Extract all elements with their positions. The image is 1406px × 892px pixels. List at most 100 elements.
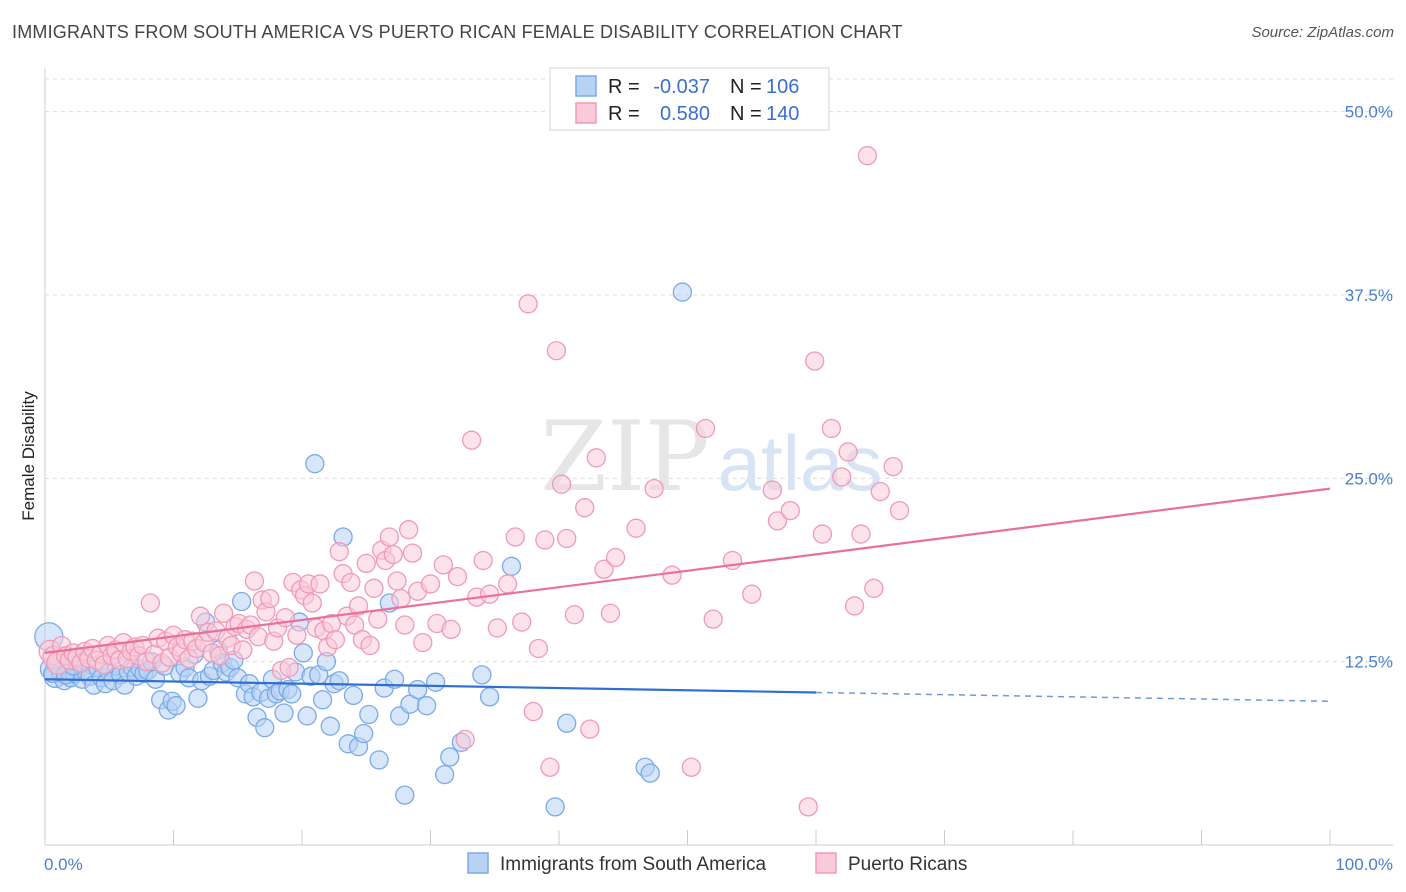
puerto-rican-point-93 <box>399 520 419 540</box>
puerto-rican-point-147 <box>870 481 890 502</box>
puerto-rican-point-26 <box>140 593 161 613</box>
puerto-rican-point-94 <box>402 543 423 563</box>
axes <box>44 68 1393 846</box>
puerto-rican-point-118 <box>557 528 577 549</box>
puerto-rican-point-124 <box>600 603 621 623</box>
south-america-point-81 <box>359 704 379 725</box>
puerto-rican-point-131 <box>703 609 723 629</box>
legend-n-label-2: N = <box>730 103 762 125</box>
puerto-rican-point-97 <box>420 574 441 594</box>
legend-r-label-1: R = <box>608 76 640 98</box>
puerto-rican-point-133 <box>742 584 762 604</box>
bottom-legend-swatch-south-america <box>467 852 489 874</box>
puerto-rican-point-148 <box>883 456 903 477</box>
puerto-rican-point-140 <box>821 418 842 439</box>
puerto-rican-point-114 <box>535 530 555 550</box>
legend-swatch-puerto-rican <box>575 102 597 124</box>
puerto-rican-point-70 <box>310 574 330 594</box>
south-america-trend-extension <box>815 691 1331 703</box>
watermark-atlas: atlas <box>718 419 883 507</box>
puerto-rican-point-111 <box>518 294 538 314</box>
puerto-rican-point-102 <box>455 729 475 750</box>
puerto-rican-point-125 <box>605 547 626 568</box>
y-tick-label-3: 50.0% <box>1345 103 1393 122</box>
south-america-point-56 <box>255 718 275 738</box>
south-america-point-96 <box>479 687 500 707</box>
puerto-rican-point-99 <box>433 555 454 575</box>
bottom-legend-label-south-america: Immigrants from South America <box>500 854 767 875</box>
puerto-rican-point-135 <box>767 511 788 531</box>
puerto-rican-point-107 <box>487 618 507 638</box>
legend-r-value-2: 0.580 <box>660 103 710 125</box>
series-puerto-rican-points <box>38 146 910 817</box>
puerto-rican-point-85 <box>368 609 388 629</box>
south-america-point-93 <box>440 747 460 767</box>
puerto-rican-point-39 <box>190 606 211 626</box>
puerto-rican-point-90 <box>387 571 407 591</box>
puerto-rican-point-144 <box>851 524 871 544</box>
puerto-rican-point-110 <box>512 612 532 632</box>
south-america-point-71 <box>312 690 333 710</box>
puerto-rican-point-80 <box>348 596 369 616</box>
y-tick-label-0: 12.5% <box>1345 653 1393 672</box>
x-tick-label-1: 100.0% <box>1335 855 1393 874</box>
south-america-point-34 <box>166 696 186 716</box>
puerto-rican-point-84 <box>364 578 384 598</box>
puerto-rican-point-92 <box>395 615 415 635</box>
puerto-rican-point-53 <box>244 571 265 591</box>
source-label: Source: ZipAtlas.com <box>1251 24 1394 41</box>
puerto-rican-point-91 <box>391 588 411 609</box>
puerto-rican-point-134 <box>762 480 782 500</box>
puerto-rican-point-146 <box>864 578 884 598</box>
puerto-rican-point-145 <box>857 146 878 166</box>
watermark: ZIP atlas <box>540 401 882 513</box>
puerto-rican-point-139 <box>812 524 833 544</box>
legend-r-label-2: R = <box>608 103 640 125</box>
south-america-point-75 <box>329 671 349 691</box>
south-america-point-89 <box>407 679 428 700</box>
south-america-point-92 <box>434 764 455 785</box>
y-tick-labels: 12.5% 25.0% 37.5% 50.0% <box>1345 103 1393 672</box>
south-america-point-97 <box>501 556 522 576</box>
puerto-rican-point-89 <box>383 544 403 565</box>
y-tick-label-1: 25.0% <box>1345 469 1393 488</box>
puerto-rican-point-128 <box>662 565 682 585</box>
puerto-rican-point-109 <box>505 527 525 547</box>
puerto-rican-point-138 <box>805 351 825 371</box>
south-america-point-66 <box>293 643 313 663</box>
puerto-rican-point-116 <box>546 341 567 361</box>
puerto-rican-point-120 <box>575 498 595 518</box>
puerto-rican-point-57 <box>260 588 280 609</box>
puerto-rican-point-115 <box>540 757 560 777</box>
puerto-rican-point-141 <box>832 467 852 487</box>
south-america-point-63 <box>282 684 302 704</box>
puerto-rican-point-126 <box>626 518 646 538</box>
puerto-rican-point-129 <box>681 757 702 777</box>
bottom-legend-swatch-puerto-rican <box>815 852 837 874</box>
puerto-rican-point-127 <box>644 478 664 499</box>
puerto-rican-point-105 <box>473 550 493 571</box>
south-america-point-82 <box>369 750 389 770</box>
south-america-point-102 <box>672 282 693 302</box>
puerto-rican-point-45 <box>213 603 234 623</box>
puerto-rican-point-143 <box>844 596 865 616</box>
legend: R = -0.037 N = 106 R = 0.580 N = 140 <box>549 67 830 131</box>
bottom-legend-label-puerto-rican: Puerto Ricans <box>848 854 967 875</box>
trend-lines <box>44 487 1331 703</box>
puerto-rican-point-101 <box>447 566 468 587</box>
chart-title: IMMIGRANTS FROM SOUTH AMERICA VS PUERTO … <box>12 22 903 42</box>
puerto-rican-point-122 <box>586 448 606 468</box>
bottom-legend: Immigrants from South America Puerto Ric… <box>467 852 967 875</box>
puerto-rican-point-113 <box>528 638 549 659</box>
puerto-rican-point-149 <box>889 500 910 521</box>
puerto-rican-point-75 <box>329 542 349 562</box>
puerto-rican-point-68 <box>302 593 322 613</box>
y-axis-label: Female Disability <box>19 391 38 521</box>
puerto-rican-point-112 <box>523 701 543 722</box>
puerto-rican-point-130 <box>695 418 716 439</box>
legend-n-value-1: 106 <box>766 76 799 98</box>
watermark-zip: ZIP <box>540 401 709 513</box>
puerto-rican-point-100 <box>441 619 461 640</box>
puerto-rican-point-88 <box>379 527 400 547</box>
south-america-point-67 <box>297 706 317 726</box>
